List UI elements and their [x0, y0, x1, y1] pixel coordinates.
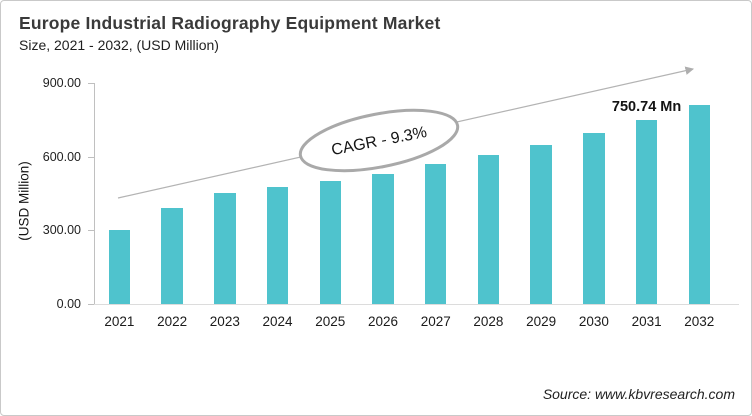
y-tick-label: 300.00	[42, 223, 81, 238]
chart-subtitle: Size, 2021 - 2032, (USD Million)	[19, 37, 219, 53]
y-tick-label: 900.00	[42, 76, 81, 90]
bar-2022	[161, 207, 183, 304]
bar-2025	[319, 180, 342, 304]
bar-2023	[214, 193, 236, 304]
x-tick-label: 2022	[157, 314, 188, 329]
x-tick-label: 2027	[420, 314, 451, 329]
x-tick-label: 2021	[104, 314, 135, 329]
y-tick-mark	[88, 230, 94, 232]
x-tick-label: 2029	[526, 314, 557, 329]
y-tick-mark	[88, 304, 94, 305]
bar-2026	[372, 173, 394, 304]
bar-2032	[688, 104, 711, 304]
bar-2021	[108, 230, 131, 304]
source-credit: Source: www.kbvresearch.com	[542, 386, 735, 402]
bar-2029	[530, 144, 552, 304]
y-tick-mark	[88, 83, 94, 84]
y-axis-line	[94, 83, 95, 304]
y-tick-label: 0.00	[56, 297, 81, 311]
y-tick-mark	[88, 156, 94, 158]
bar-2027	[424, 164, 447, 304]
bar-2024	[266, 187, 289, 304]
x-tick-label: 2032	[684, 314, 715, 329]
x-tick-label: 2030	[578, 314, 609, 329]
chart-title: Europe Industrial Radiography Equipment …	[19, 13, 441, 33]
x-tick-label: 2025	[315, 314, 346, 329]
x-tick-label: 2023	[209, 314, 240, 329]
value-label-2031: 750.74 Mn	[611, 98, 682, 115]
trend-arrow-icon	[117, 66, 695, 199]
bar-2031	[635, 119, 658, 304]
x-tick-label: 2031	[631, 314, 662, 329]
x-tick-label: 2026	[367, 314, 399, 329]
chart-header: Europe Industrial Radiography Equipment …	[19, 13, 440, 53]
x-tick-label: 2024	[262, 314, 293, 329]
bar-2030	[583, 133, 605, 304]
bar-2028	[477, 154, 500, 304]
x-axis-line	[94, 304, 739, 305]
cagr-label: CAGR - 9.3%	[330, 124, 428, 159]
y-tick-label: 600.00	[42, 149, 81, 164]
x-tick-label: 2028	[473, 314, 504, 329]
